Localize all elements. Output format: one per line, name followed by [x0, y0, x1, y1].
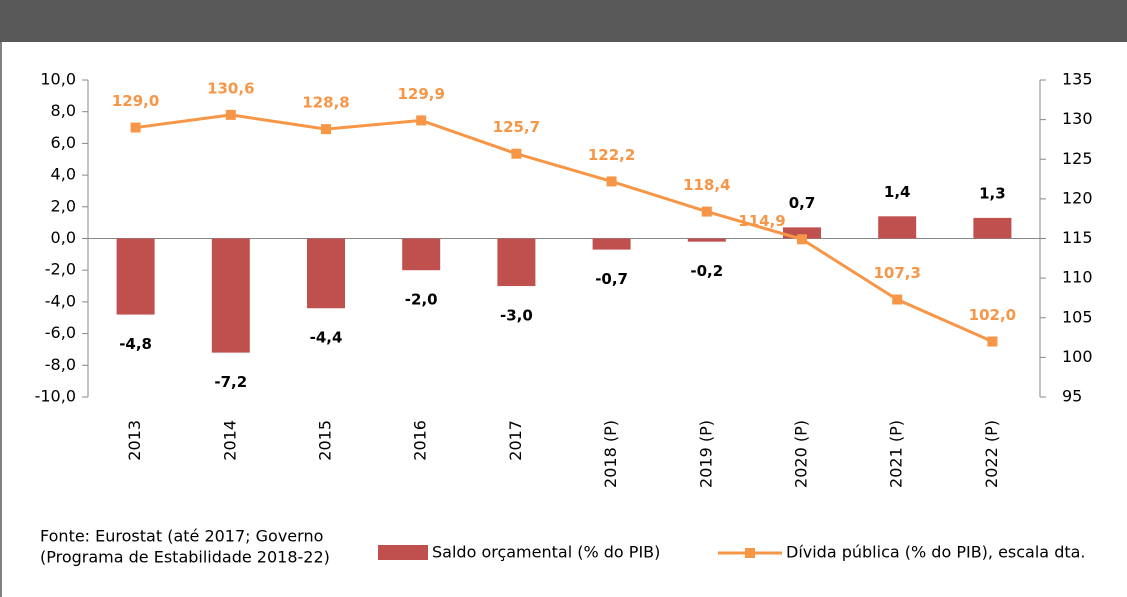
legend-label: Saldo orçamental (% do PIB) [432, 543, 660, 562]
line-label: 107,3 [873, 264, 920, 282]
line-marker [797, 234, 807, 245]
y-tick-label: 6,0 [51, 133, 76, 152]
x-tick-label: 2019 (P) [696, 420, 715, 488]
header-bar [0, 0, 1127, 42]
y2-tick-label: 130 [1062, 109, 1093, 128]
y-tick-label: 4,0 [51, 165, 76, 184]
y2-tick-label: 105 [1062, 307, 1093, 326]
y-tick-label: 8,0 [51, 101, 76, 120]
y2-tick-label: 100 [1062, 347, 1093, 366]
y-tick-label: 2,0 [51, 196, 76, 215]
line-marker [130, 122, 141, 133]
line-marker [416, 115, 427, 126]
line [135, 113, 994, 343]
bar [402, 238, 441, 271]
y2-tick-label: 125 [1062, 149, 1093, 168]
bar-label: -4,8 [119, 335, 152, 353]
bar-label: 1,4 [884, 183, 911, 201]
bar-label: -0,2 [690, 262, 723, 280]
bar-label: -7,2 [214, 373, 247, 391]
source-note: (Programa de Estabilidade 2018-22) [40, 548, 330, 567]
y2-tick-label: 95 [1062, 387, 1082, 406]
y2-tick-label: 115 [1062, 228, 1093, 247]
bar [973, 217, 1012, 239]
y-tick-label: -8,0 [45, 355, 76, 374]
y-tick-label: 10,0 [40, 70, 76, 89]
line-marker [225, 109, 236, 120]
x-tick-label: 2016 [411, 420, 430, 461]
y-tick-label: -2,0 [45, 260, 76, 279]
line-marker [701, 206, 712, 217]
bar [497, 238, 536, 287]
line-label: 128,8 [302, 94, 349, 112]
bar-label: -3,0 [500, 307, 533, 325]
y-tick-label: -10,0 [35, 387, 76, 406]
line-label: 114,9 [738, 212, 785, 230]
line-label: 102,0 [969, 306, 1016, 324]
line-marker [987, 336, 998, 347]
line-marker [892, 294, 903, 305]
x-tick-label: 2014 [220, 420, 239, 461]
bar [211, 238, 250, 353]
y2-tick-label: 120 [1062, 188, 1093, 207]
line-label: 118,4 [683, 176, 730, 194]
line-label: 125,7 [493, 118, 540, 136]
x-tick-label: 2017 [506, 420, 525, 461]
x-tick-label: 2021 (P) [887, 420, 906, 488]
line-marker [321, 124, 331, 135]
line-marker [606, 176, 617, 187]
bar-label: 0,7 [789, 194, 816, 212]
y-tick-label: -4,0 [45, 291, 76, 310]
line-label: 129,9 [397, 85, 444, 103]
y-tick-label: -6,0 [45, 323, 76, 342]
y2-tick-label: 135 [1062, 70, 1093, 89]
bar [878, 216, 917, 239]
legend-swatch [378, 545, 428, 560]
bar-label: -4,4 [310, 329, 343, 347]
x-tick-label: 2018 (P) [601, 420, 620, 488]
y2-tick-label: 110 [1062, 268, 1093, 287]
x-tick-label: 2022 (P) [982, 420, 1001, 488]
line-marker [511, 148, 522, 159]
x-tick-label: 2015 [316, 420, 335, 461]
bar [783, 227, 821, 239]
legend-label: Dívida pública (% do PIB), escala dta. [786, 543, 1086, 562]
source-note: Fonte: Eurostat (até 2017; Governo [40, 527, 323, 546]
bar [116, 238, 155, 315]
bar-label: 1,3 [979, 184, 1006, 202]
x-tick-label: 2013 [125, 420, 144, 461]
bar-label: -0,7 [595, 270, 628, 288]
bar [592, 238, 631, 250]
y-tick-label: 0,0 [51, 228, 76, 247]
legend-swatch [745, 548, 755, 558]
line-label: 130,6 [207, 79, 254, 97]
x-tick-label: 2020 (P) [792, 420, 811, 488]
line-label: 122,2 [588, 146, 635, 164]
line-label: 129,0 [112, 92, 159, 110]
bar [687, 238, 726, 242]
bar [307, 238, 345, 309]
bar-label: -2,0 [405, 291, 438, 309]
